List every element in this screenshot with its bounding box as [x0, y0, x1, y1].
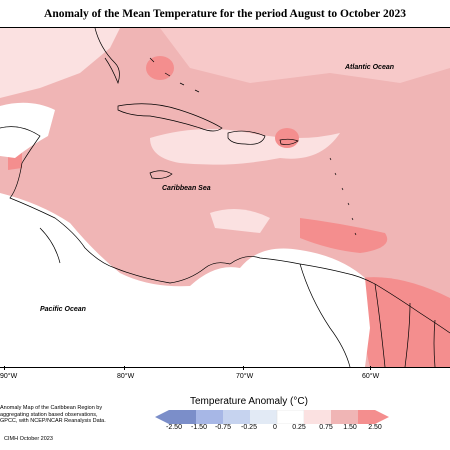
legend-swatch	[169, 410, 196, 424]
border-venezuela-guyana	[374, 283, 386, 367]
legend-arrow-low	[155, 410, 169, 424]
legend-tick-label: 0.25	[292, 424, 306, 431]
pacific-ocean-label: Pacific Ocean	[40, 306, 86, 313]
anomaly-zone-atlantic-north	[160, 28, 450, 83]
coastline-cuba	[117, 103, 223, 132]
coastline-jamaica	[149, 170, 173, 179]
footnote-text: Anomaly Map of the Caribbean Region by a…	[0, 405, 106, 424]
coastline-central-america	[0, 126, 231, 284]
lon-tick	[370, 366, 371, 370]
coastline-lesser-antilles	[329, 157, 357, 236]
legend-tick-label: 1.50	[343, 424, 357, 431]
legend-swatch	[223, 410, 250, 424]
lon-tick	[243, 366, 244, 370]
lon-tick	[124, 366, 125, 370]
anomaly-zone-strong-bahamas	[146, 56, 174, 80]
anomaly-zone-strong-pr	[275, 128, 299, 148]
atlantic-ocean-label: Atlantic Ocean	[345, 64, 395, 71]
credit-text: CIMH October 2023	[4, 436, 53, 442]
coastline-puerto-rico	[279, 138, 299, 145]
anomaly-zone-light-south	[210, 209, 270, 233]
lon-label-60w: 60°W	[362, 373, 380, 380]
caribbean-sea-label: Caribbean Sea	[162, 185, 211, 192]
coastline-bahamas	[149, 57, 200, 93]
border-suriname-guiana	[433, 319, 436, 367]
anomaly-zone-strong-venezuela	[300, 218, 388, 253]
legend-tick-label: 0	[273, 424, 277, 431]
legend-swatch	[331, 410, 358, 424]
anomaly-zone-light-nw	[0, 28, 120, 98]
legend-tick-label: -2.50	[166, 424, 182, 431]
border-colombia-venezuela	[299, 263, 351, 367]
map-canvas	[0, 28, 450, 367]
map-title: Anomaly of the Mean Temperature for the …	[44, 8, 406, 20]
coastline-south-america	[229, 256, 450, 334]
legend-tick-label: -1.50	[191, 424, 207, 431]
legend-swatch	[304, 410, 331, 424]
legend-swatch	[196, 410, 223, 424]
legend-swatch	[276, 410, 305, 424]
legend-title: Temperature Anomaly (°C)	[190, 396, 308, 407]
border-guyana-suriname	[404, 302, 411, 367]
legend-tick-label: -0.25	[241, 424, 257, 431]
lon-label-70w: 70°W	[236, 373, 254, 380]
legend-tick-label: 0.75	[319, 424, 333, 431]
anomaly-zone-light-antilles	[150, 129, 340, 165]
no-data-south-america	[230, 248, 370, 367]
no-data-yucatan	[0, 102, 55, 158]
legend-colorbar	[155, 410, 389, 424]
legend-swatch	[250, 410, 277, 424]
coastline-florida	[94, 28, 120, 85]
legend-arrow-high	[375, 410, 389, 424]
coastline-hispaniola	[227, 130, 266, 145]
legend-tick-label: 2.50	[368, 424, 382, 431]
lon-tick	[4, 366, 5, 370]
border-central-america	[39, 227, 61, 264]
legend-tick-label: -0.75	[215, 424, 231, 431]
legend-swatch	[358, 410, 375, 424]
lon-label-90w: 90°W	[0, 373, 18, 380]
lon-label-80w: 80°W	[117, 373, 135, 380]
anomaly-map	[0, 27, 450, 368]
